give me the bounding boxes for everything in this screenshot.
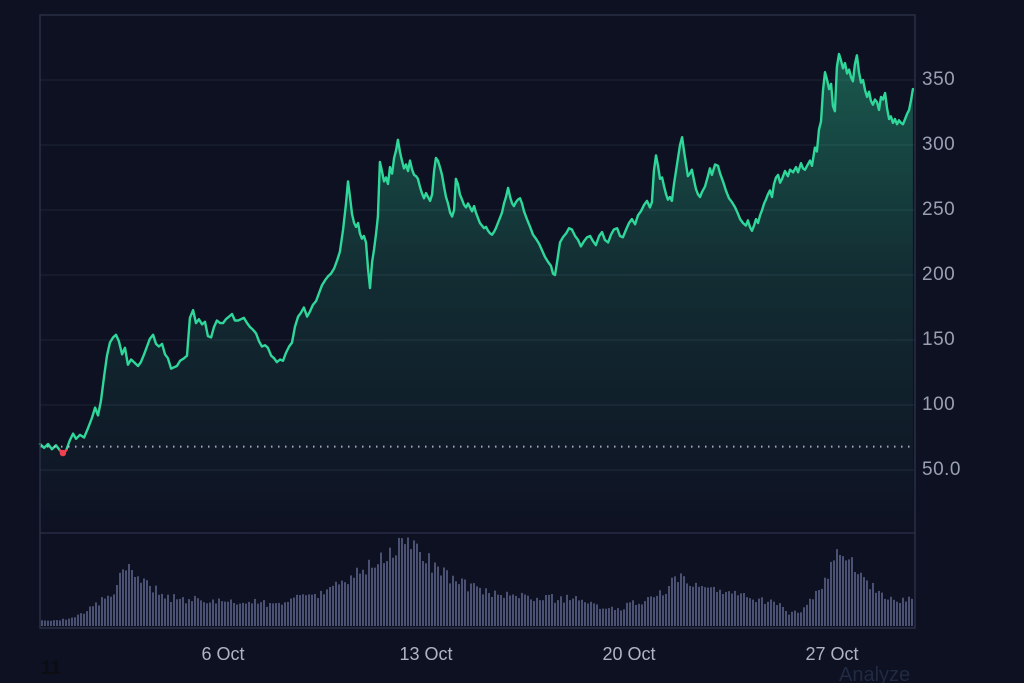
price-area-fill xyxy=(40,54,913,533)
analyze-button[interactable]: Analyze xyxy=(839,664,911,683)
footer-page-indicator: 11 xyxy=(41,658,62,679)
red-marker-dot xyxy=(59,449,67,457)
price-line xyxy=(38,52,915,455)
plot-border xyxy=(39,14,916,629)
volume-histogram xyxy=(41,537,913,626)
